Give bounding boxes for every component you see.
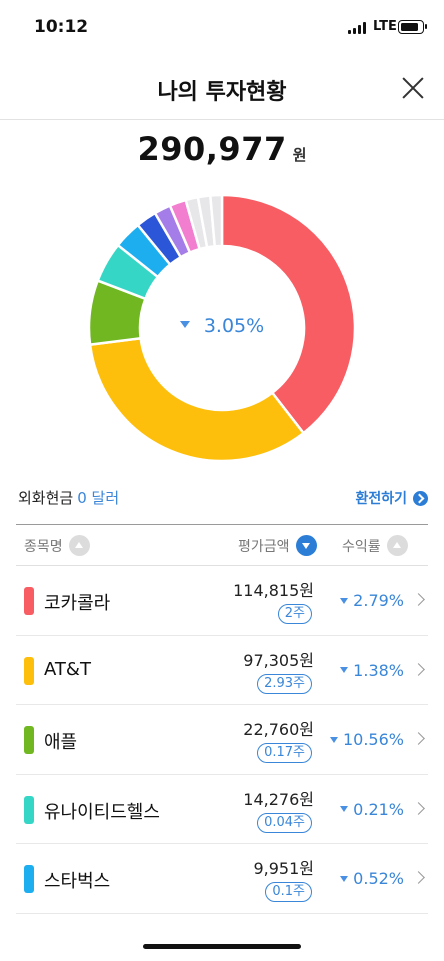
color-chip — [24, 656, 34, 685]
down-triangle-icon — [340, 806, 349, 813]
table-row[interactable]: 코카콜라 114,815원 2주 2.79% — [16, 566, 428, 636]
sort-up-icon — [386, 535, 408, 556]
holdings-table-header: 종목명 평가금액 수익률 — [16, 524, 428, 566]
sort-up-icon — [68, 535, 90, 556]
chevron-right-icon — [412, 593, 425, 606]
stock-rate: 1.38% — [340, 661, 404, 680]
chevron-right-icon — [412, 871, 425, 885]
total-value: 290,977 원 — [0, 130, 444, 168]
stock-quantity: 0.17주 — [257, 743, 312, 764]
stock-amount: 14,276원 — [243, 789, 314, 809]
stock-name: 스타벅스 — [44, 871, 111, 893]
total-amount: 290,977 — [137, 130, 287, 168]
exchange-button-label: 환전하기 — [355, 491, 407, 507]
header: 나의 투자현황 — [0, 56, 444, 120]
sort-by-name-button[interactable]: 종목명 — [24, 535, 90, 556]
chevron-right-icon — [412, 662, 425, 676]
color-chip — [24, 726, 34, 755]
portfolio-donut-chart — [88, 194, 356, 462]
stock-rate-value: 1.38% — [353, 660, 404, 680]
stock-rate: 0.52% — [340, 869, 404, 888]
fx-cash-value: 0 달러 — [77, 489, 120, 507]
stock-rate-value: 10.56% — [342, 730, 404, 750]
color-chip — [24, 587, 34, 615]
stock-rate-value: 2.79% — [353, 591, 404, 610]
fx-cash-label: 외화현금 — [18, 489, 74, 507]
status-bar: 10:12 LTE — [0, 0, 444, 56]
stock-quantity: 0.1주 — [265, 882, 312, 903]
status-time: 10:12 — [34, 17, 89, 37]
color-chip — [24, 865, 34, 894]
stock-rate-value: 0.52% — [353, 869, 404, 889]
chevron-right-icon — [412, 732, 425, 746]
stock-rate: 0.21% — [340, 800, 404, 819]
value-column-header: 평가금액 — [238, 538, 290, 555]
stock-amount: 114,815원 — [233, 581, 314, 600]
stock-rate: 10.56% — [329, 730, 404, 750]
stock-name: 코카콜라 — [44, 593, 111, 614]
exchange-button[interactable]: 환전하기 — [355, 488, 428, 508]
sort-down-icon — [295, 535, 317, 556]
down-triangle-icon — [329, 736, 338, 743]
table-row[interactable]: AT&T 97,305원 2.93주 1.38% — [16, 636, 428, 706]
network-label: LTE — [373, 19, 397, 34]
stock-amount: 9,951원 — [253, 859, 314, 879]
stock-quantity: 0.04주 — [257, 812, 312, 833]
chevron-right-icon — [412, 801, 425, 815]
battery-icon — [398, 20, 427, 34]
donut-segment — [220, 194, 356, 435]
stock-name: 애플 — [44, 732, 78, 754]
stock-amount: 97,305원 — [243, 650, 314, 670]
donut-center-rate: 3.05% — [88, 315, 356, 337]
down-triangle-icon — [340, 875, 349, 882]
down-triangle-icon — [340, 667, 349, 674]
down-triangle-icon — [179, 321, 190, 328]
home-indicator — [143, 944, 301, 949]
table-row[interactable]: 유나이티드헬스 14,276원 0.04주 0.21% — [16, 775, 428, 845]
stock-amount: 22,760원 — [243, 720, 314, 740]
table-row[interactable]: 애플 22,760원 0.17주 10.56% — [16, 705, 428, 775]
stock-name: 유나이티드헬스 — [44, 801, 160, 823]
rate-column-header: 수익률 — [342, 538, 381, 555]
stock-rate: 2.79% — [340, 591, 404, 610]
total-unit: 원 — [292, 146, 307, 164]
table-row[interactable]: 스타벅스 9,951원 0.1주 0.52% — [16, 844, 428, 914]
stock-rate-value: 0.21% — [353, 799, 404, 819]
donut-segment — [88, 336, 306, 462]
page-title: 나의 투자현황 — [157, 80, 287, 105]
down-triangle-icon — [340, 597, 349, 604]
donut-segment — [208, 194, 224, 248]
sort-by-rate-button[interactable]: 수익률 — [342, 535, 408, 556]
sort-by-value-button[interactable]: 평가금액 — [238, 535, 317, 556]
fx-cash-row: 외화현금 0 달러 환전하기 — [18, 487, 428, 511]
stock-quantity: 2.93주 — [257, 673, 312, 694]
stock-quantity: 2주 — [277, 604, 312, 624]
center-rate-value: 3.05% — [203, 315, 265, 337]
signal-icon — [348, 22, 368, 34]
chevron-right-circle-icon — [413, 490, 428, 506]
stock-name: AT&T — [44, 658, 91, 680]
name-column-header: 종목명 — [24, 538, 63, 555]
color-chip — [24, 795, 34, 824]
close-icon[interactable] — [396, 72, 430, 106]
holdings-list: 코카콜라 114,815원 2주 2.79% AT&T 97,305원 2.93… — [16, 566, 428, 914]
